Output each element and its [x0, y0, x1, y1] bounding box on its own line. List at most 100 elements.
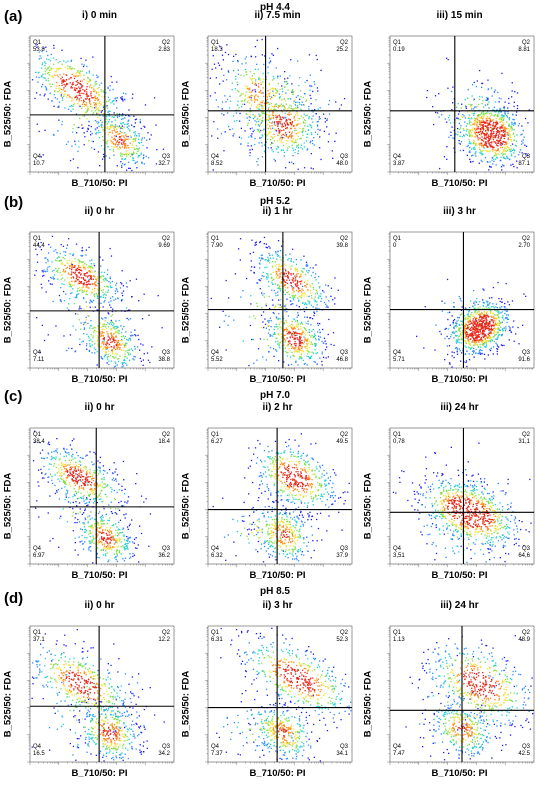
scatter-point	[300, 259, 301, 260]
scatter-point	[254, 267, 255, 268]
scatter-point	[250, 99, 251, 100]
scatter-point	[69, 253, 70, 254]
scatter-point	[123, 344, 124, 345]
scatter-point	[109, 90, 110, 91]
scatter-point	[123, 93, 124, 94]
scatter-point	[77, 314, 78, 315]
scatter-point	[101, 124, 102, 125]
scatter-point	[460, 150, 461, 151]
scatter-point	[137, 335, 138, 336]
scatter-point	[82, 116, 83, 117]
scatter-point	[511, 129, 512, 130]
scatter-point	[475, 148, 476, 149]
scatter-point	[44, 94, 45, 95]
scatter-point	[111, 287, 112, 288]
scatter-point	[292, 289, 293, 290]
scatter-point	[78, 127, 79, 128]
scatter-point	[295, 130, 296, 131]
scatter-point	[301, 295, 302, 296]
scatter-point	[320, 296, 321, 297]
scatter-point	[496, 144, 497, 145]
scatter-point	[98, 87, 99, 88]
scatter-point	[479, 138, 480, 139]
scatter-point	[274, 290, 275, 291]
scatter-point	[323, 114, 324, 115]
scatter-point	[290, 122, 291, 123]
scatter-point	[75, 265, 76, 266]
scatter-point	[315, 296, 316, 297]
quadrant-percent: 7.90	[211, 243, 223, 250]
scatter-point	[298, 346, 299, 347]
scatter-point	[122, 100, 123, 101]
scatter-point	[252, 75, 253, 76]
scatter-point	[88, 271, 89, 272]
quadrant-name: Q2	[140, 40, 170, 47]
scatter-point	[283, 98, 284, 99]
scatter-point	[67, 263, 68, 264]
scatter-point	[293, 92, 294, 93]
scatter-point	[518, 125, 519, 126]
scatter-point	[58, 268, 59, 269]
scatter-point	[70, 334, 71, 335]
scatter-point	[119, 146, 120, 147]
scatter-point	[77, 103, 78, 104]
scatter-point	[265, 259, 266, 260]
scatter-point	[294, 152, 295, 153]
scatter-point	[85, 268, 86, 269]
scatter-point	[120, 153, 121, 154]
scatter-point	[284, 135, 285, 136]
scatter-point	[488, 134, 489, 135]
scatter-point	[506, 115, 507, 116]
scatter-point	[107, 140, 108, 141]
scatter-point	[79, 308, 80, 309]
scatter-point	[122, 128, 123, 129]
scatter-point	[111, 82, 112, 83]
scatter-point	[272, 305, 273, 306]
scatter-point	[63, 251, 64, 252]
scatter-point	[311, 103, 312, 104]
scatter-point	[83, 100, 84, 101]
scatter-point	[83, 297, 84, 298]
scatter-point	[519, 123, 520, 124]
scatter-point	[303, 122, 304, 123]
scatter-point	[304, 292, 305, 293]
scatter-point	[127, 127, 128, 128]
scatter-point	[309, 340, 310, 341]
scatter-point	[307, 134, 308, 135]
scatter-point	[304, 146, 305, 147]
scatter-point	[310, 324, 311, 325]
scatter-point	[83, 286, 84, 287]
scatter-point	[328, 141, 329, 142]
scatter-point	[297, 139, 298, 140]
scatter-point	[310, 336, 311, 337]
scatter-point	[82, 80, 83, 81]
scatter-point	[95, 98, 96, 99]
scatter-point	[290, 108, 291, 109]
scatter-point	[291, 133, 292, 134]
scatter-point	[475, 151, 476, 152]
scatter-point	[299, 131, 300, 132]
scatter-point	[103, 279, 104, 280]
scatter-point	[299, 296, 300, 297]
scatter-point	[289, 280, 290, 281]
scatter-point	[299, 99, 300, 100]
scatter-point	[304, 346, 305, 347]
scatter-point	[128, 128, 129, 129]
scatter-point	[280, 140, 281, 141]
scatter-point	[66, 248, 67, 249]
scatter-point	[102, 331, 103, 332]
scatter-point	[41, 68, 42, 69]
scatter-point	[73, 75, 74, 76]
scatter-point	[94, 347, 95, 348]
scatter-point	[93, 263, 94, 264]
scatter-point	[521, 144, 522, 145]
scatter-point	[272, 280, 273, 281]
scatter-point	[138, 155, 139, 156]
scatter-point	[66, 75, 67, 76]
scatter-point	[261, 315, 262, 316]
scatter-point	[521, 125, 522, 126]
scatter-point	[211, 298, 212, 299]
scatter-point	[316, 290, 317, 291]
